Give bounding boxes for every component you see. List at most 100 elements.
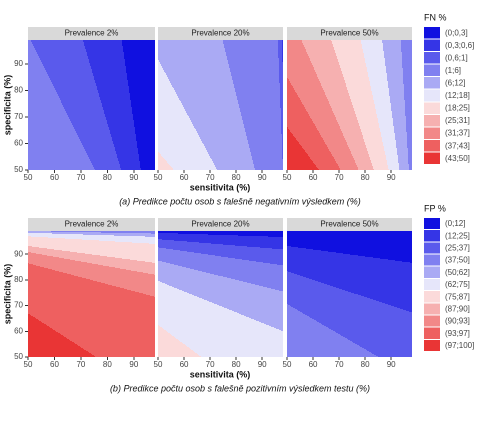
contour-band: [280, 99, 283, 100]
contour-band: [237, 97, 280, 98]
contour-band: [401, 43, 412, 44]
contour-band: [230, 69, 279, 70]
contour-band: [235, 88, 280, 89]
contour-band: [32, 246, 155, 247]
contour-band: [28, 143, 82, 144]
contour-band: [197, 132, 246, 133]
contour-band: [368, 152, 385, 153]
contour-band: [158, 331, 167, 332]
contour-band: [28, 264, 33, 265]
contour-band: [287, 281, 318, 282]
contour-band: [169, 80, 233, 81]
contour-band: [402, 60, 412, 61]
contour-band: [53, 329, 155, 330]
contour-band: [36, 253, 85, 254]
contour-band: [328, 100, 351, 101]
contour-band: [308, 55, 336, 56]
contour-band: [321, 84, 346, 85]
contour-band: [409, 167, 412, 168]
contour-band: [158, 266, 182, 267]
contour-band: [214, 274, 283, 275]
contour-band: [287, 328, 329, 329]
contour-band: [287, 292, 351, 293]
contour-band: [290, 82, 320, 83]
contour-band: [158, 125, 193, 126]
contour-band: [336, 117, 357, 118]
contour-band: [158, 287, 174, 288]
contour-band: [134, 121, 155, 122]
contour-band: [282, 44, 283, 45]
contour-band: [86, 50, 123, 51]
contour-band: [402, 59, 412, 60]
contour-band: [158, 147, 205, 148]
contour-band: [385, 151, 397, 152]
contour-band: [28, 295, 150, 296]
contour-band: [254, 167, 283, 168]
contour-band: [95, 356, 155, 357]
contour-band: [216, 167, 254, 168]
contour-band: [133, 117, 155, 118]
contour-band: [61, 100, 101, 101]
contour-band: [242, 118, 281, 119]
contour-band: [303, 276, 412, 277]
contour-band: [92, 263, 155, 264]
contour-band: [387, 75, 403, 76]
contour-band: [281, 129, 283, 130]
contour-band: [158, 276, 223, 277]
contour-band: [28, 289, 127, 290]
contour-band: [365, 61, 385, 62]
contour-band: [189, 293, 283, 294]
y-tick-label: 60: [14, 326, 23, 335]
contour-band: [194, 295, 283, 296]
contour-band: [316, 320, 412, 321]
contour-band: [287, 106, 304, 107]
contour-band: [287, 162, 313, 163]
contour-band: [123, 48, 155, 49]
contour-band: [28, 48, 35, 49]
contour-band: [282, 60, 283, 61]
contour-band: [289, 79, 319, 80]
contour-band: [396, 145, 407, 146]
contour-band: [384, 147, 396, 148]
contour-band: [158, 80, 169, 81]
contour-band: [311, 118, 336, 119]
contour-band: [364, 296, 412, 297]
contour-band: [28, 168, 94, 169]
contour-band: [301, 100, 328, 101]
contour-band: [28, 131, 76, 132]
contour-band: [287, 141, 298, 142]
x-tick-label: 90: [129, 173, 138, 182]
contour-band: [194, 127, 244, 128]
contour-band: [251, 283, 283, 284]
contour-band: [287, 76, 317, 77]
contour-band: [83, 234, 155, 235]
contour-band: [94, 355, 155, 356]
contour-band: [28, 270, 55, 271]
contour-band: [158, 326, 160, 327]
contour-band: [94, 77, 127, 78]
contour-band: [182, 104, 239, 105]
contour-band: [319, 79, 344, 80]
contour-band: [385, 61, 402, 62]
legend-label: (37;43]: [445, 141, 470, 150]
contour-band: [328, 148, 349, 149]
contour-band: [89, 61, 125, 62]
contour-band: [256, 261, 283, 262]
contour-band: [94, 76, 127, 77]
contour-band: [158, 168, 173, 169]
contour-band: [158, 163, 168, 164]
contour-band: [28, 111, 66, 112]
contour-band: [362, 48, 383, 49]
contour-band: [238, 100, 280, 101]
legend-key: [424, 102, 440, 114]
contour-band: [307, 53, 336, 54]
contour-band: [287, 65, 313, 66]
y-tick-label: 90: [14, 59, 23, 68]
contour-band: [287, 78, 288, 79]
legend-label: (97;100]: [445, 341, 474, 350]
contour-band: [395, 137, 407, 138]
contour-band: [114, 146, 137, 147]
contour-band: [138, 149, 155, 150]
contour-band: [282, 154, 283, 155]
contour-band: [353, 106, 375, 107]
